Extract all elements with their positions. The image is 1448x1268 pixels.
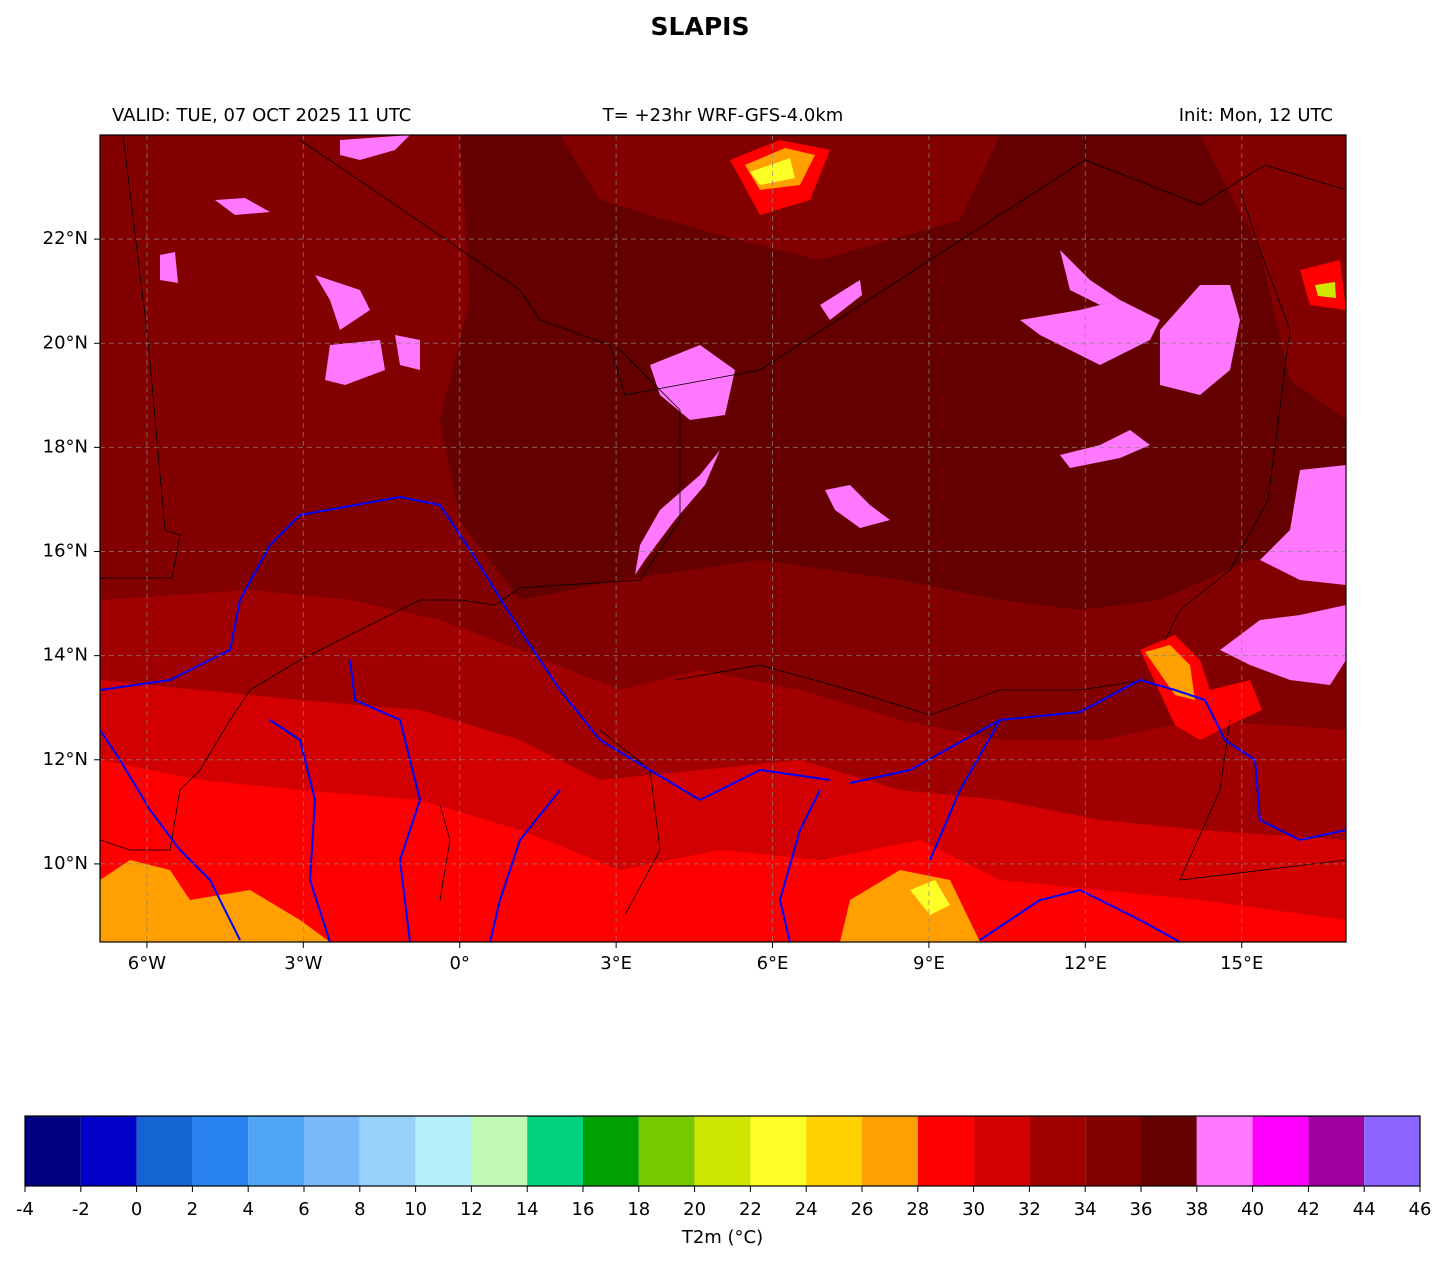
colorbar-frame — [24, 1115, 1421, 1187]
colorbar-bin — [471, 1116, 528, 1186]
lat-label: 20°N — [43, 332, 88, 353]
colorbar-tick-label: 22 — [739, 1199, 762, 1220]
colorbar-bin — [638, 1116, 695, 1186]
colorbar-tick-label: -4 — [16, 1199, 34, 1220]
colorbar-tick-label: 26 — [851, 1199, 874, 1220]
colorbar-tick-label: 12 — [460, 1199, 483, 1220]
colorbar-tick-label: 10 — [404, 1199, 427, 1220]
map-frame — [99, 134, 1347, 943]
colorbar-tick-label: 0 — [131, 1199, 142, 1220]
colorbar-tick-label: 42 — [1297, 1199, 1320, 1220]
lat-label: 22°N — [43, 228, 88, 249]
lon-label: 3°W — [284, 953, 322, 974]
lat-label: 14°N — [43, 645, 88, 666]
colorbar-tick-label: 30 — [962, 1199, 985, 1220]
colorbar-tick-label: 4 — [242, 1199, 253, 1220]
colorbar-tick-label: 16 — [572, 1199, 595, 1220]
colorbar-tick-label: 2 — [187, 1199, 198, 1220]
colorbar-tick-label: 24 — [795, 1199, 818, 1220]
colorbar-bin — [80, 1116, 137, 1186]
colorbar-bin — [1196, 1116, 1253, 1186]
title: SLAPIS — [651, 12, 750, 41]
lat-label: 12°N — [43, 749, 88, 770]
colorbar-bin — [973, 1116, 1030, 1186]
lat-label: 16°N — [43, 541, 88, 562]
colorbar-bin — [415, 1116, 472, 1186]
colorbar-bin — [248, 1116, 304, 1186]
colorbar-tick-label: 14 — [516, 1199, 539, 1220]
colorbar-tick-label: 34 — [1074, 1199, 1097, 1220]
colorbar-tick-label: 36 — [1130, 1199, 1153, 1220]
colorbar-bin — [1141, 1116, 1197, 1186]
colorbar-bin — [359, 1116, 416, 1186]
colorbar-bin — [192, 1116, 249, 1186]
colorbar-bin — [917, 1116, 974, 1186]
colorbar-bin — [1308, 1116, 1365, 1186]
lon-label: 6°E — [757, 953, 789, 974]
colorbar-tick-label: 8 — [354, 1199, 365, 1220]
colorbar-bin — [583, 1116, 639, 1186]
colorbar-tick-label: 6 — [298, 1199, 309, 1220]
colorbar-tick-label: 20 — [683, 1199, 706, 1220]
colorbar-bin — [1252, 1116, 1309, 1186]
colorbar-bin — [694, 1116, 751, 1186]
colorbar-tick-label: 38 — [1185, 1199, 1208, 1220]
colorbar-tick-label: 32 — [1018, 1199, 1041, 1220]
lon-label: 12°E — [1064, 953, 1107, 974]
colorbar-bin — [1085, 1116, 1141, 1186]
colorbar-bin — [1029, 1116, 1086, 1186]
model-info: T= +23hr WRF-GFS-4.0km — [602, 105, 844, 126]
init-time: Init: Mon, 12 UTC — [1179, 105, 1333, 126]
colorbar-bin — [136, 1116, 193, 1186]
colorbar-tick-label: 46 — [1409, 1199, 1432, 1220]
lon-label: 9°E — [913, 953, 945, 974]
lon-label: 6°W — [128, 953, 166, 974]
colorbar-tick-label: 28 — [906, 1199, 929, 1220]
colorbar-bin — [862, 1116, 918, 1186]
colorbar-bin — [806, 1116, 862, 1186]
colorbar-bin — [304, 1116, 360, 1186]
colorbar-bin — [750, 1116, 807, 1186]
colorbar-tick-label: 44 — [1353, 1199, 1376, 1220]
lat-label: 18°N — [43, 436, 88, 457]
valid-time: VALID: TUE, 07 OCT 2025 11 UTC — [112, 105, 411, 126]
colorbar-bin — [1364, 1116, 1420, 1186]
lon-label: 0° — [449, 953, 469, 974]
colorbar-bin — [25, 1116, 81, 1186]
map-features — [100, 135, 1346, 942]
map-field — [100, 135, 1346, 942]
lon-label: 15°E — [1220, 953, 1263, 974]
lat-label: 10°N — [43, 853, 88, 874]
colorbar-tick-label: 18 — [627, 1199, 650, 1220]
colorbar-bin — [527, 1116, 583, 1186]
colorbar-tick-label: -2 — [72, 1199, 90, 1220]
lon-label: 3°E — [600, 953, 632, 974]
colorbar-tick-label: 40 — [1241, 1199, 1264, 1220]
colorbar-label: T2m (°C) — [681, 1227, 763, 1248]
